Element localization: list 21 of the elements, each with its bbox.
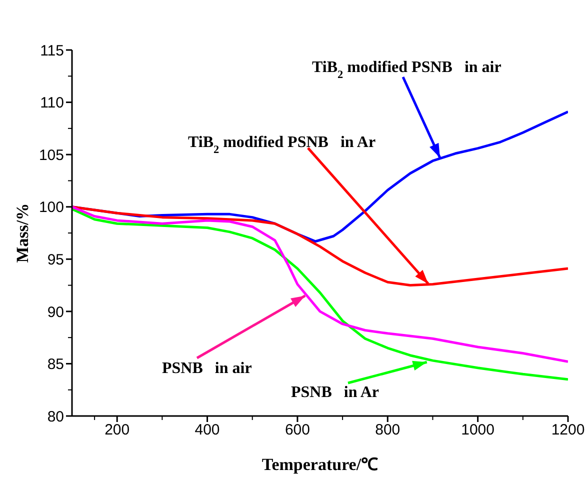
y-tick-label: 100 <box>38 199 64 216</box>
x-axis-title: Temperature/℃ <box>262 455 378 474</box>
y-tick-label: 85 <box>47 356 64 374</box>
y-tick-label: 95 <box>47 251 64 268</box>
y-tick-label: 115 <box>40 42 64 60</box>
x-tick-label: 600 <box>284 422 310 439</box>
y-tick-label: 110 <box>40 94 64 112</box>
y-tick-label: 80 <box>47 408 64 426</box>
annotation: TiB$_{2}$ modified PSNB in air <box>312 59 502 81</box>
x-tick-label: 400 <box>194 422 220 439</box>
x-tick-label: 800 <box>375 422 400 439</box>
x-tick-label: 1200 <box>551 422 585 439</box>
annotation: TiB$_{2}$ modified PSNB in Ar <box>188 134 376 156</box>
annotation: PSNB in air <box>162 360 252 377</box>
y-tick-label: 105 <box>38 146 64 164</box>
x-tick-label: 1000 <box>461 422 495 439</box>
x-tick-label: 200 <box>104 422 130 439</box>
y-axis-title: Mass/% <box>13 203 32 263</box>
line-series <box>72 206 568 287</box>
y-tick-label: 90 <box>47 304 64 321</box>
annotation: PSNB in Ar <box>291 384 380 401</box>
